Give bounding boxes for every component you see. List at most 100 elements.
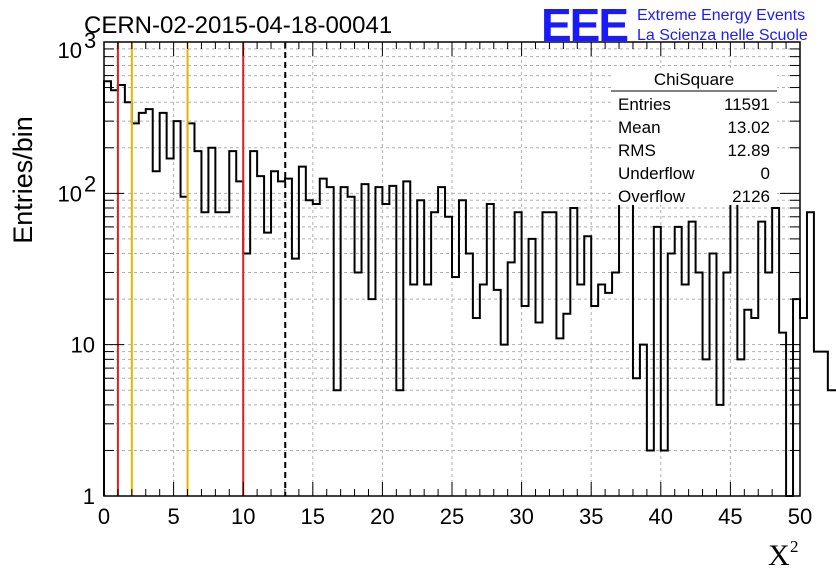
histogram-bin xyxy=(139,113,146,496)
histogram-bin xyxy=(292,259,299,496)
histogram-outline xyxy=(103,80,836,497)
histogram-bin xyxy=(194,151,201,496)
x-tick-label: 40 xyxy=(649,504,673,529)
histogram-bin xyxy=(257,176,264,496)
stats-value-underflow: 0 xyxy=(761,164,770,183)
histogram-bin xyxy=(480,284,487,496)
histogram-bin xyxy=(375,187,382,496)
histogram-bin xyxy=(160,113,167,496)
histogram-bin xyxy=(640,345,647,496)
y-tick-label: 10 xyxy=(71,333,95,358)
x-tick-label: 30 xyxy=(509,504,533,529)
y-tick-label: 10 xyxy=(58,181,82,206)
histogram-bin xyxy=(605,293,612,496)
y-axis-label: Entries/bin xyxy=(8,116,38,244)
stats-label-rms: RMS xyxy=(618,141,656,160)
histogram-bin xyxy=(619,200,626,496)
histogram-bin xyxy=(229,151,236,496)
histogram-bin xyxy=(556,338,563,496)
histogram-bin xyxy=(529,239,536,496)
histogram-bin xyxy=(236,181,243,496)
histogram-bin xyxy=(355,272,362,496)
histogram-bin xyxy=(661,450,668,496)
histogram-bin xyxy=(125,102,132,496)
x-tick-label: 35 xyxy=(579,504,603,529)
stats-value-entries: 11591 xyxy=(724,95,770,114)
histogram-bin xyxy=(807,212,814,496)
histogram-bin xyxy=(201,212,208,496)
histogram xyxy=(103,80,836,497)
histogram-bin xyxy=(368,299,375,496)
histogram-bin xyxy=(689,222,696,496)
stats-label-overflow: Overflow xyxy=(618,187,686,206)
y-tick-label: 10 xyxy=(58,38,82,63)
x-tick-label: 15 xyxy=(301,504,325,529)
y-tick-label-exponent: 2 xyxy=(84,171,96,196)
histogram-bin xyxy=(522,306,529,496)
histogram-bin xyxy=(779,333,786,496)
x-tick-label: 45 xyxy=(718,504,742,529)
org-name-line1: Extreme Energy Events xyxy=(637,7,805,24)
histogram-bin xyxy=(723,272,730,496)
histogram-bin xyxy=(494,290,501,496)
y-tick-label-exponent: 3 xyxy=(84,28,96,53)
histogram-bin xyxy=(424,284,431,496)
x-axis-label-superscript: 2 xyxy=(790,537,799,556)
x-axis-label: X xyxy=(768,539,790,572)
histogram-bin xyxy=(299,167,306,496)
x-tick-label: 0 xyxy=(98,504,110,529)
histogram-bin xyxy=(598,284,605,496)
histogram-bin xyxy=(396,390,403,496)
histogram-bin xyxy=(264,233,271,496)
histogram-bin xyxy=(278,181,285,496)
histogram-bin xyxy=(334,390,341,496)
histogram-bin xyxy=(751,318,758,496)
marker-lines xyxy=(116,42,287,496)
histogram-bin xyxy=(828,390,835,496)
histogram-bin xyxy=(132,123,139,496)
histogram-bin xyxy=(487,204,494,496)
x-tick-label: 50 xyxy=(788,504,812,529)
histogram-bin xyxy=(647,450,654,496)
histogram-bin xyxy=(772,208,779,496)
histogram-bin xyxy=(563,314,570,496)
stats-value-overflow: 2126 xyxy=(732,187,770,206)
histogram-bin xyxy=(515,212,522,496)
histogram-bin xyxy=(570,208,577,496)
histogram-bin xyxy=(445,217,452,496)
y-tick-label: 1 xyxy=(83,484,95,509)
histogram-bin xyxy=(362,184,369,496)
org-name-line2: La Scienza nelle Scuole xyxy=(637,27,808,44)
eee-logo: EEE xyxy=(541,0,627,51)
histogram-bin xyxy=(584,236,591,496)
histogram-bin xyxy=(341,187,348,496)
histogram-bin xyxy=(591,306,598,496)
histogram-bin xyxy=(744,310,751,496)
histogram-bin xyxy=(431,212,438,496)
x-tick-label: 5 xyxy=(167,504,179,529)
histogram-bin xyxy=(793,299,800,496)
stats-value-rms: 12.89 xyxy=(727,141,770,160)
histogram-bin xyxy=(716,405,723,496)
histogram-bin xyxy=(577,284,584,496)
histogram-bin xyxy=(174,121,181,496)
histogram-bin xyxy=(111,90,118,496)
histogram-bin xyxy=(737,359,744,496)
histogram-bin xyxy=(118,85,125,496)
histogram-bin xyxy=(501,345,508,496)
stats-label-underflow: Underflow xyxy=(618,164,695,183)
histogram-bin xyxy=(250,151,257,496)
histogram-bin xyxy=(710,254,717,496)
histogram-bin xyxy=(536,323,543,496)
histogram-bin xyxy=(222,212,229,496)
histogram-bin xyxy=(626,195,633,496)
histogram-bin xyxy=(459,200,466,496)
histogram-bin xyxy=(654,227,661,496)
histogram-bin xyxy=(215,212,222,496)
histogram-bin xyxy=(306,200,313,496)
histogram-bin xyxy=(403,181,410,496)
x-tick-label: 25 xyxy=(440,504,464,529)
histogram-bin xyxy=(271,171,278,496)
